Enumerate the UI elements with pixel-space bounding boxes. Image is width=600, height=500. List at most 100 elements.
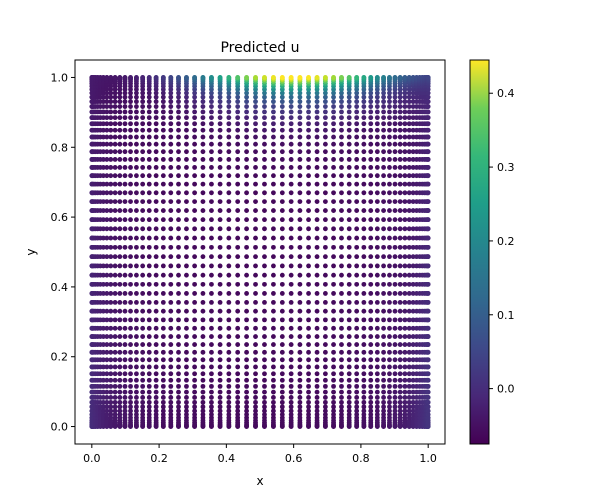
scatter-point <box>184 157 189 162</box>
scatter-point <box>368 263 374 269</box>
scatter-point <box>314 235 320 241</box>
scatter-point <box>153 377 159 383</box>
scatter-point <box>226 94 232 100</box>
scatter-point <box>112 99 118 105</box>
scatter-point <box>226 325 232 331</box>
scatter-point <box>168 349 174 355</box>
scatter-point <box>176 299 181 305</box>
scatter-point <box>226 291 232 296</box>
scatter-point <box>226 263 232 269</box>
scatter-point <box>128 75 133 80</box>
scatter-point <box>297 199 303 205</box>
scatter-point <box>140 317 146 323</box>
scatter-point <box>209 141 214 147</box>
scatter-point <box>168 115 174 121</box>
scatter-point <box>387 109 392 115</box>
scatter-point <box>374 208 380 213</box>
scatter-point <box>361 109 367 115</box>
x-axis-label: x <box>256 474 263 488</box>
scatter-point <box>402 364 408 370</box>
scatter-point <box>100 412 106 417</box>
scatter-point <box>160 109 166 115</box>
scatter-point <box>297 90 303 96</box>
scatter-point <box>392 399 398 405</box>
scatter-point <box>387 235 392 241</box>
scatter-point <box>134 281 139 287</box>
scatter-point <box>374 127 380 133</box>
scatter-point <box>314 104 320 109</box>
scatter-point <box>387 181 392 187</box>
scatter-point <box>117 389 123 395</box>
scatter-point <box>104 75 110 80</box>
scatter-point <box>297 217 303 223</box>
scatter-point <box>244 383 249 389</box>
scatter-point <box>279 99 285 105</box>
scatter-point <box>322 134 328 140</box>
scatter-point <box>108 254 114 260</box>
scatter-point <box>117 404 123 410</box>
scatter-point <box>297 226 303 232</box>
scatter-point <box>108 357 114 363</box>
scatter-point <box>262 99 267 105</box>
scatter-point <box>339 317 344 323</box>
scatter-point <box>297 399 303 405</box>
scatter-point <box>117 299 123 305</box>
scatter-point <box>425 94 431 100</box>
scatter-point <box>140 217 146 223</box>
scatter-point <box>346 377 352 383</box>
scatter-point <box>134 383 139 389</box>
scatter-point <box>244 291 249 296</box>
scatter-point <box>217 235 223 241</box>
scatter-point <box>262 299 267 305</box>
scatter-point <box>117 317 123 323</box>
scatter-point <box>108 371 114 377</box>
scatter-point <box>253 115 258 121</box>
scatter-point <box>128 299 133 305</box>
scatter-point <box>381 149 386 155</box>
scatter-point <box>192 104 198 109</box>
scatter-point <box>410 134 416 140</box>
scatter-point <box>410 291 416 296</box>
scatter-point <box>346 291 352 296</box>
scatter-point <box>354 399 360 405</box>
scatter-point <box>314 408 320 414</box>
scatter-point <box>226 115 232 121</box>
scatter-point <box>153 199 159 205</box>
scatter-point <box>146 190 152 196</box>
scatter-point <box>381 395 386 400</box>
scatter-point <box>392 377 398 383</box>
scatter-point <box>262 94 267 100</box>
scatter-point <box>134 190 139 196</box>
scatter-point <box>361 404 367 410</box>
scatter-point <box>392 395 398 400</box>
scatter-point <box>235 272 241 278</box>
scatter-point <box>146 308 152 314</box>
scatter-point <box>387 157 392 162</box>
scatter-point <box>361 99 367 105</box>
scatter-point <box>244 90 249 96</box>
scatter-point <box>425 149 431 155</box>
scatter-point <box>406 389 412 395</box>
scatter-point <box>331 141 336 147</box>
scatter-point <box>128 334 133 339</box>
scatter-point <box>168 325 174 331</box>
scatter-point <box>100 99 106 105</box>
scatter-point <box>117 199 123 205</box>
scatter-point <box>100 121 106 127</box>
scatter-point <box>262 104 267 109</box>
scatter-point <box>306 395 311 400</box>
scatter-point <box>235 90 241 96</box>
scatter-point <box>410 181 416 187</box>
scatter-point <box>374 165 380 170</box>
scatter-point <box>200 173 206 179</box>
scatter-point <box>108 208 114 213</box>
scatter-point <box>314 377 320 383</box>
scatter-point <box>322 141 328 147</box>
scatter-point <box>112 342 118 347</box>
scatter-point <box>192 149 198 155</box>
scatter-point <box>271 399 276 405</box>
scatter-point <box>288 208 294 213</box>
scatter-point <box>397 404 403 410</box>
scatter-point <box>354 109 360 115</box>
scatter-point <box>297 308 303 314</box>
